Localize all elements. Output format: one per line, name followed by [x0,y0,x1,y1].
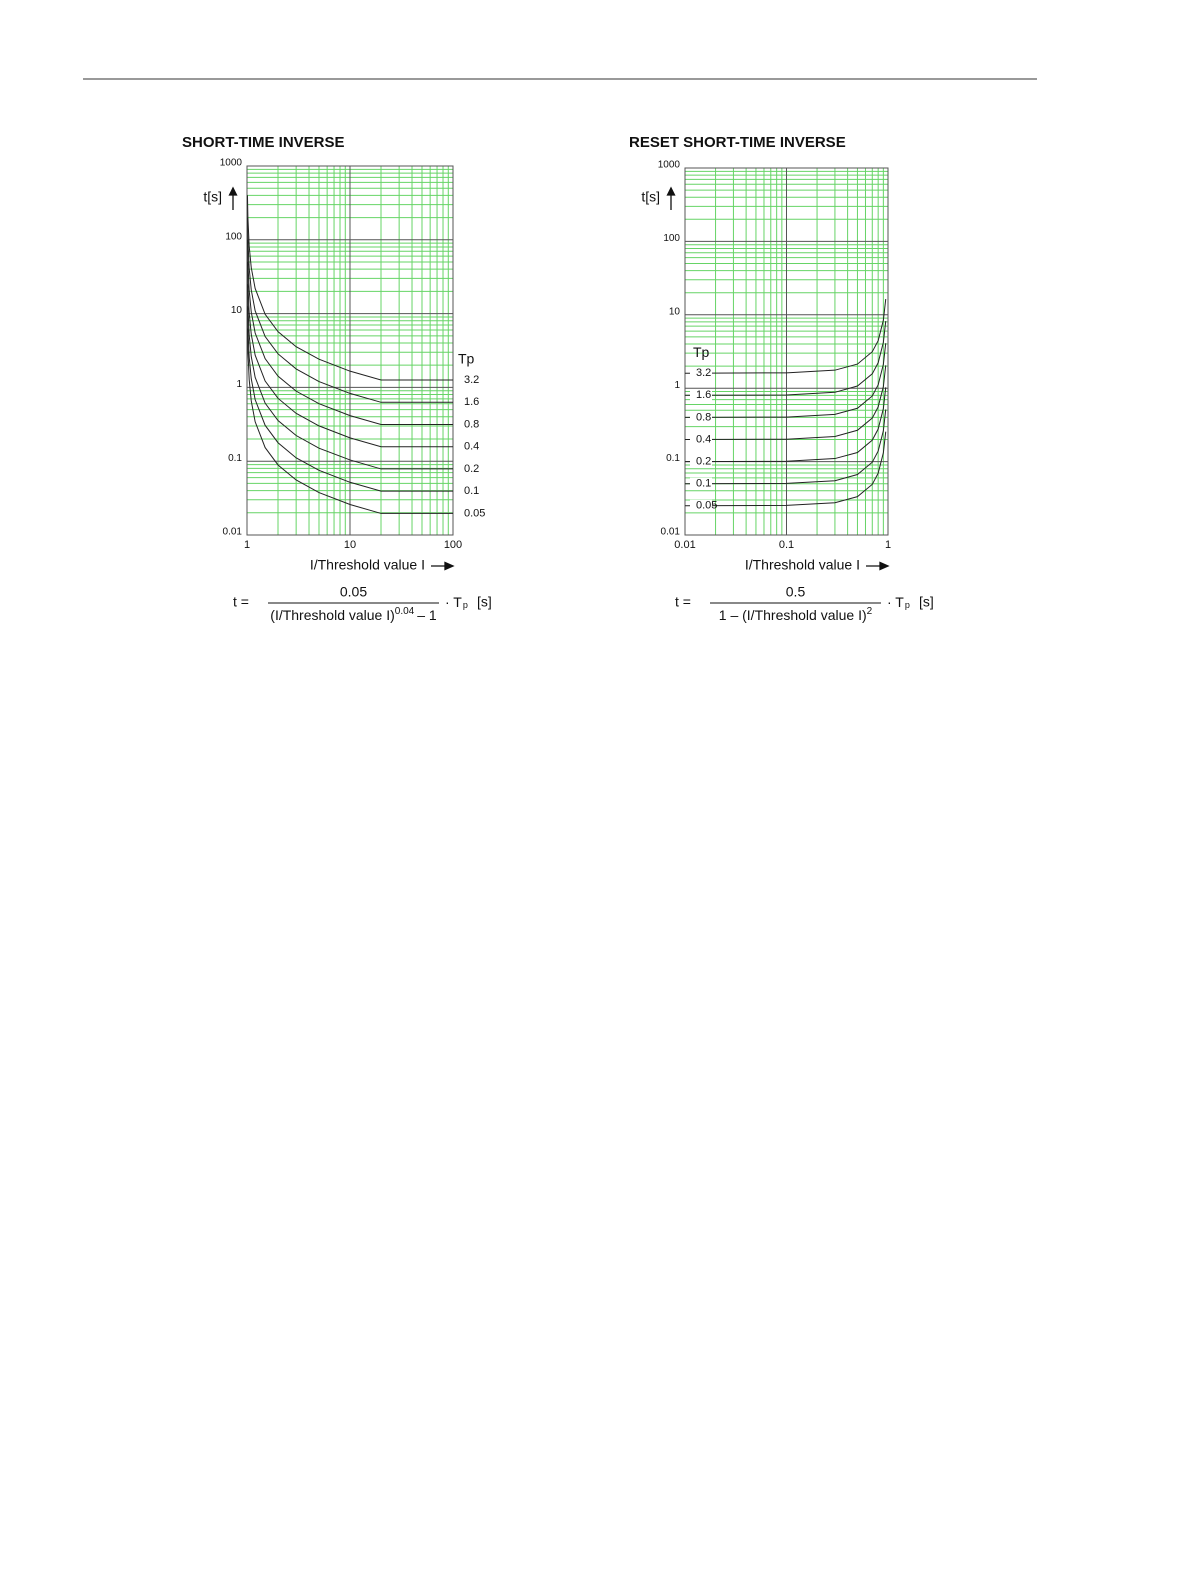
series-line [247,261,453,448]
formula-unit: [s] [919,594,934,610]
y-axis-label: t[s] [641,189,660,205]
legend-entry: 3.2 [464,374,479,386]
series-line [247,284,453,470]
y-tick-label: 1 [674,380,680,391]
x-tick-label: 1 [244,539,250,551]
formula-numerator: 0.05 [340,584,367,600]
legend-entry: 0.05 [464,507,485,519]
legend-entry: 0.8 [464,418,479,430]
factor: · T [445,594,462,610]
legend-entry: 0.2 [464,463,479,475]
x-axis-arrow [866,561,890,571]
legend-entry: 0.05 [696,500,717,512]
legend-entry: 0.4 [696,433,711,445]
factor: · T [887,594,904,610]
legend-bg [690,477,712,490]
series-line [685,343,887,418]
denominator-exponent: 0.04 [395,606,415,617]
formula-numerator: 0.5 [786,584,806,600]
y-axis-arrow [228,186,238,210]
x-axis-label: I/Threshold value I [745,557,860,573]
legend-bg [690,455,712,468]
denominator-base: (I/Threshold value I) [270,607,395,623]
legend-entry: 0.2 [696,456,711,468]
y-tick-label: 0.1 [666,453,680,464]
formula-factor: · Tp [445,594,468,611]
series-line [247,217,453,403]
x-tick-label: 10 [344,539,356,551]
legend-bg [690,499,712,512]
series-line [247,328,453,514]
y-tick-label: 0.01 [661,527,681,538]
y-axis-arrow [666,186,676,210]
x-tick-label: 1 [885,539,891,551]
y-tick-label: 100 [225,231,242,242]
formula-lhs: t = [233,594,249,610]
formula-denominator: (I/Threshold value I)0.04– 1 [270,606,437,623]
legend-title: Tp [458,351,475,367]
y-tick-label: 1 [236,379,242,390]
x-tick-label: 0.1 [779,539,794,551]
y-tick-label: 1000 [220,158,243,169]
legend-bg [690,433,712,446]
denominator-base: 1 – (I/Threshold value I) [719,607,867,623]
y-tick-label: 1000 [658,160,681,171]
x-tick-label: 0.01 [674,539,695,551]
series-line [685,387,887,463]
y-tick-label: 10 [669,306,681,317]
series-line [685,431,887,507]
factor-subscript: p [905,600,910,610]
legend-title: Tp [693,344,710,360]
legend-entry: 0.1 [696,478,711,490]
legend-entry: 3.2 [696,367,711,379]
legend-entry: 0.4 [464,441,479,453]
legend-bg [690,411,712,424]
legend-entry: 0.8 [696,411,711,423]
series-line [685,298,887,374]
chart-title: RESET SHORT-TIME INVERSE [629,134,846,151]
x-tick-label: 100 [444,539,462,551]
series-line [685,321,887,396]
series-line [247,306,453,492]
y-tick-label: 100 [663,233,680,244]
formula-lhs: t = [675,594,691,610]
series-line [685,409,887,485]
denominator-exponent: 2 [867,606,873,617]
series-line [685,365,887,440]
legend-bg [690,367,712,380]
y-axis-label: t[s] [203,189,222,205]
x-axis-label: I/Threshold value I [310,557,425,573]
legend-bg [690,389,712,402]
x-axis-arrow [431,561,455,571]
y-tick-label: 0.1 [228,453,242,464]
formula-denominator: 1 – (I/Threshold value I)2 [719,606,873,623]
chart-title: SHORT-TIME INVERSE [182,134,345,151]
legend-entry: 1.6 [696,389,711,401]
formula-unit: [s] [477,594,492,610]
legend-entry: 1.6 [464,396,479,408]
y-tick-label: 0.01 [223,527,243,538]
legend-entry: 0.1 [464,485,479,497]
denominator-tail: – 1 [417,607,437,623]
y-tick-label: 10 [231,305,243,316]
series-line [247,195,453,381]
formula-factor: · Tp [887,594,910,611]
factor-subscript: p [463,600,468,610]
series-line [247,239,453,426]
